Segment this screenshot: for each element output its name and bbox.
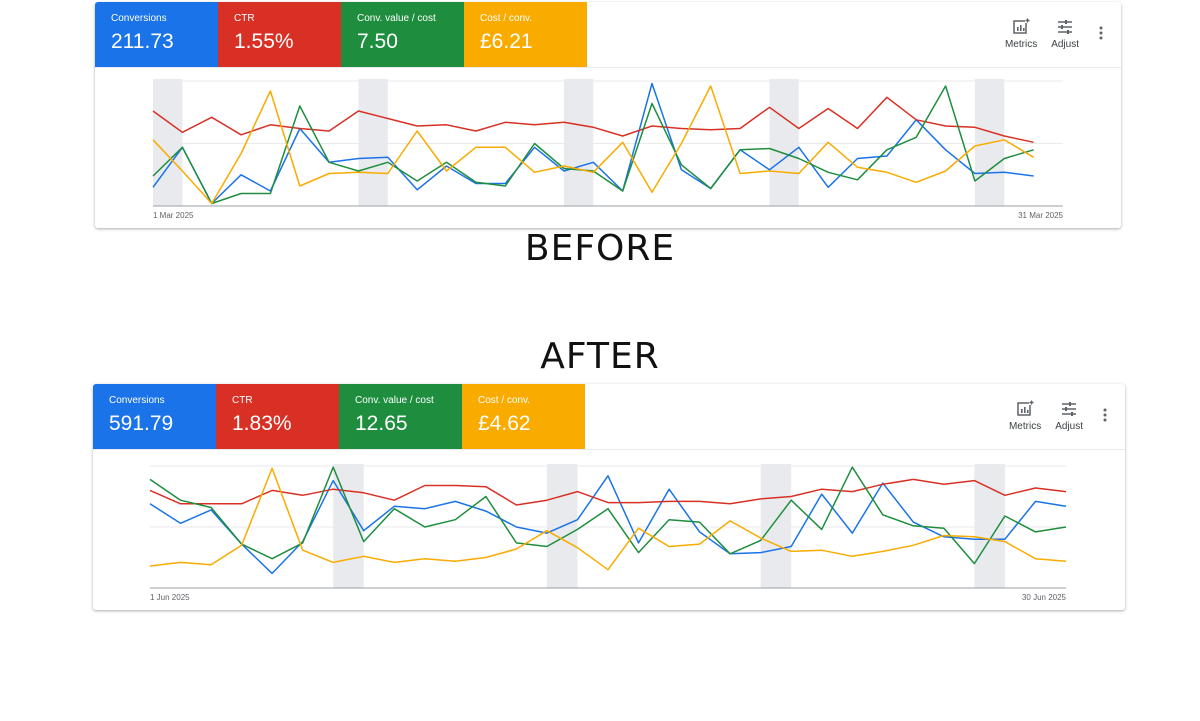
series-line-red [149,478,1067,506]
tile-conversions[interactable]: Conversions 211.73 [95,2,218,67]
weekend-band [153,79,183,206]
metrics-label: Metrics [1008,421,1042,432]
metric-tiles: Conversions 591.79 CTR 1.83% Conv. value… [93,384,585,449]
tile-label: Conversions [111,13,167,24]
x-tick-label-start: 1 Jun 2025 [150,593,190,602]
tiles-divider [93,449,1125,450]
adjust-button[interactable]: Adjust [1051,18,1079,50]
more-options-button[interactable] [1093,26,1109,40]
x-tick-label-end: 31 Mar 2025 [1018,211,1063,220]
metrics-label: Metrics [1004,39,1038,50]
tile-value: £6.21 [480,30,533,53]
tile-ctr[interactable]: CTR 1.55% [218,2,341,67]
chart-add-icon [1013,18,1031,34]
weekend-band [333,464,364,588]
chart-toolbar: Metrics Adjust [991,18,1109,50]
tile-label: Conv. value / cost [355,395,434,406]
tile-cost-per-conv[interactable]: Cost / conv. £4.62 [462,384,585,449]
sliders-icon [1058,20,1073,34]
tile-value: 1.83% [232,412,292,435]
sliders-icon [1062,402,1077,416]
tile-label: CTR [234,13,255,24]
x-tick-label-end: 30 Jun 2025 [1022,593,1067,602]
metrics-button[interactable]: Metrics [1005,18,1037,50]
chart-add-icon [1017,400,1035,416]
chart-toolbar: Metrics Adjust [995,400,1113,432]
adjust-button[interactable]: Adjust [1055,400,1083,432]
series-line-red [152,96,1034,144]
tile-value: 211.73 [111,30,174,53]
weekend-band [974,464,1005,588]
tile-label: Conv. value / cost [357,13,436,24]
tile-value: £4.62 [478,412,531,435]
metric-tiles: Conversions 211.73 CTR 1.55% Conv. value… [95,2,587,67]
metrics-button[interactable]: Metrics [1009,400,1041,432]
tile-conv-value-cost[interactable]: Conv. value / cost 12.65 [339,384,462,449]
series-line-yellow [149,467,1067,571]
tile-cost-per-conv[interactable]: Cost / conv. £6.21 [464,2,587,67]
tile-conv-value-cost[interactable]: Conv. value / cost 7.50 [341,2,464,67]
after-caption: AFTER [540,336,660,377]
tile-value: 591.79 [109,412,174,435]
series-line-green [149,466,1067,565]
tile-label: Cost / conv. [478,395,531,406]
adjust-label: Adjust [1055,421,1083,432]
after-report-panel: Conversions 591.79 CTR 1.83% Conv. value… [93,384,1125,610]
adjust-label: Adjust [1051,39,1079,50]
tile-value: 7.50 [357,30,398,53]
series-line-blue [149,475,1067,575]
tile-label: Conversions [109,395,165,406]
tile-label: CTR [232,395,253,406]
x-tick-label-start: 1 Mar 2025 [153,211,194,220]
after-line-chart: 1 Jun 2025 30 Jun 2025 [149,464,1067,602]
tile-value: 12.65 [355,412,408,435]
more-options-button[interactable] [1097,408,1113,422]
weekend-band [769,79,799,206]
more-vertical-icon [1099,26,1103,40]
series-line-green [152,85,1034,205]
series-line-yellow [152,85,1034,205]
more-vertical-icon [1103,408,1107,422]
weekend-band [358,79,388,206]
tile-ctr[interactable]: CTR 1.83% [216,384,339,449]
tile-label: Cost / conv. [480,13,533,24]
tile-conversions[interactable]: Conversions 591.79 [93,384,216,449]
before-report-panel: Conversions 211.73 CTR 1.55% Conv. value… [95,2,1121,228]
tiles-divider [95,67,1121,68]
weekend-band [760,464,792,588]
before-line-chart: 1 Mar 2025 31 Mar 2025 [152,79,1064,220]
before-caption: BEFORE [524,228,676,269]
tile-value: 1.55% [234,30,294,53]
weekend-band [563,79,594,206]
